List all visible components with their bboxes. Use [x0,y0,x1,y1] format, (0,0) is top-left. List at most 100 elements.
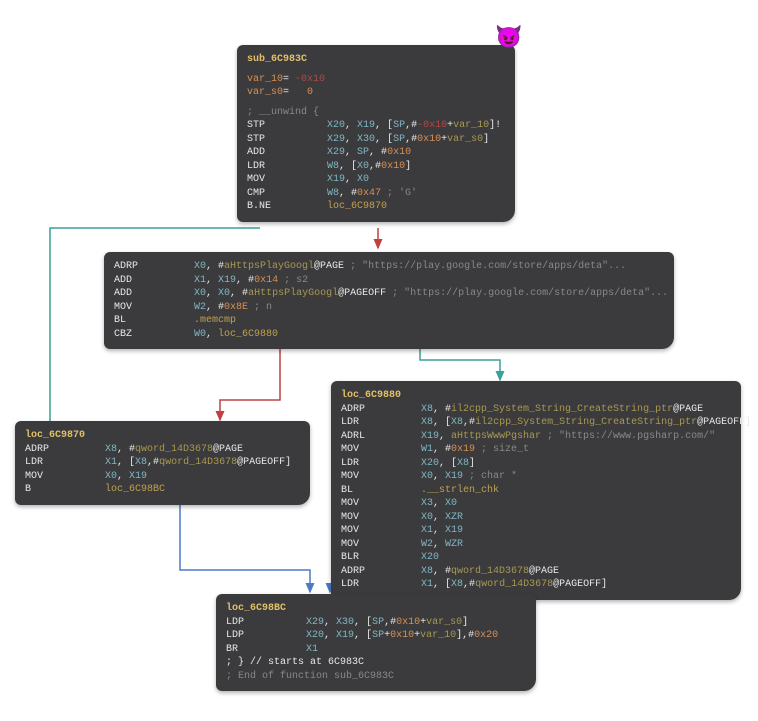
operand: X19 [357,119,375,133]
malware-icon: 😈 [495,25,522,51]
operand: 0x10 [390,629,414,643]
operand: W8 [327,160,339,174]
asm-row: MOVX0, X19 [25,470,300,484]
operand: X0 [357,173,369,187]
block-memcmp: ADRPX0, #aHttpsPlayGoogl@PAGE ; "https:/… [104,252,674,349]
operand: , [ [433,416,451,430]
operand: 0x14 [254,274,278,288]
operand: , [324,629,336,643]
asm-row: Bloc_6C98BC [25,483,300,497]
mnemonic: BL [114,314,194,328]
operand: X19 [421,430,439,444]
asm-row: CBZW0, loc_6C9880 [114,328,664,342]
asm-row: LDPX29, X30, [SP,#0x10+var_s0] [226,616,526,630]
operand: ] [405,160,411,174]
asm-row: STPX29, X30, [SP,#0x10+var_s0] [247,133,505,147]
mnemonic: LDP [226,629,306,643]
operand: X0 [445,497,457,511]
mnemonic: CMP [247,187,327,201]
operand: , [433,470,445,484]
operand: ,# [384,616,396,630]
asm-row: CMPW8, #0x47 ; 'G' [247,187,505,201]
operand: , [ [375,119,393,133]
block-loc-6C98BC: loc_6C98BC LDPX29, X30, [SP,#0x10+var_s0… [216,594,536,691]
operand: aHttpsWwwPgshar [451,430,541,444]
mnemonic: STP [247,133,327,147]
operand: X19 [445,470,463,484]
operand: 0x8E [224,301,248,315]
operand: X8 [105,443,117,457]
asm-row: ADDX0, X0, #aHttpsPlayGoogl@PAGEOFF ; "h… [114,287,664,301]
operand: loc_6C9870 [327,200,387,214]
var-value: -0x10 [295,73,325,87]
operand: SP [393,133,405,147]
operand: , [ [433,578,451,592]
asm-row: ADRPX8, #il2cpp_System_String_CreateStri… [341,403,731,417]
asm-row: LDRX20, [X8] [341,457,731,471]
asm-row: MOVW1, #0x19 ; size_t [341,443,731,457]
operand: loc_6C9880 [218,328,278,342]
operand: , # [369,146,387,160]
operand: SP [357,146,369,160]
asm-row: LDRW8, [X0,#0x10] [247,160,505,174]
operand: ] [483,133,489,147]
mnemonic: BR [226,643,306,657]
operand: il2cpp_System_String_CreateString_ptr [475,416,697,430]
operand: X29 [306,616,324,630]
operand: , [433,524,445,538]
mnemonic: ADRP [341,403,421,417]
operand: , [345,146,357,160]
block-title: sub_6C983C [247,53,307,67]
mnemonic: LDR [341,416,421,430]
mnemonic: ADRL [341,430,421,444]
mnemonic: ADD [114,274,194,288]
asm-row: MOVX3, X0 [341,497,731,511]
unwind-comment: ; __unwind { [247,106,319,120]
operand: @PAGEOFF] [237,456,291,470]
asm-row: MOVX0, X19 ; char * [341,470,731,484]
operand: var_10 [453,119,489,133]
operand: X0 [194,260,206,274]
operand: X8 [421,403,433,417]
asm-row: LDPX20, X19, [SP+0x10+var_10],#0x20 [226,629,526,643]
operand: X1 [105,456,117,470]
operand: X0 [357,160,369,174]
operand: X29 [327,146,345,160]
mnemonic: LDR [341,578,421,592]
operand: X19 [218,274,236,288]
operand: X0 [218,287,230,301]
operand: , # [206,260,224,274]
operand: @PAGEOFF] [553,578,607,592]
operand: , [324,616,336,630]
operand: , [345,133,357,147]
operand: 0x10 [387,146,411,160]
operand: X8 [451,416,463,430]
mnemonic: MOV [341,497,421,511]
operand: X3 [421,497,433,511]
operand: X0 [194,287,206,301]
operand: , [345,173,357,187]
operand: , [439,430,451,444]
operand: @PAGE [673,403,703,417]
operand: ] [462,616,468,630]
flow-arrow [180,500,310,592]
operand: il2cpp_System_String_CreateString_ptr [451,403,673,417]
operand: X19 [336,629,354,643]
mnemonic: LDP [226,616,306,630]
operand: X20 [306,629,324,643]
operand: X30 [336,616,354,630]
block-title: loc_6C98BC [226,602,286,616]
asm-row: LDRX1, [X8,#qword_14D3678@PAGEOFF] [341,578,731,592]
operand: , [117,470,129,484]
mnemonic: STP [247,119,327,133]
operand: X20 [421,457,439,471]
operand: @PAGE [314,260,350,274]
operand: qword_14D3678 [451,565,529,579]
var-decl: var_s0= 0 [247,86,505,100]
asm-row: MOVW2, WZR [341,538,731,552]
operand: ; "https://play.google.com/store/apps/de… [350,260,626,274]
operand: ,# [147,456,159,470]
asm-row: BLRX20 [341,551,731,565]
operand: @PAGE [213,443,243,457]
operand: ; n [248,301,272,315]
